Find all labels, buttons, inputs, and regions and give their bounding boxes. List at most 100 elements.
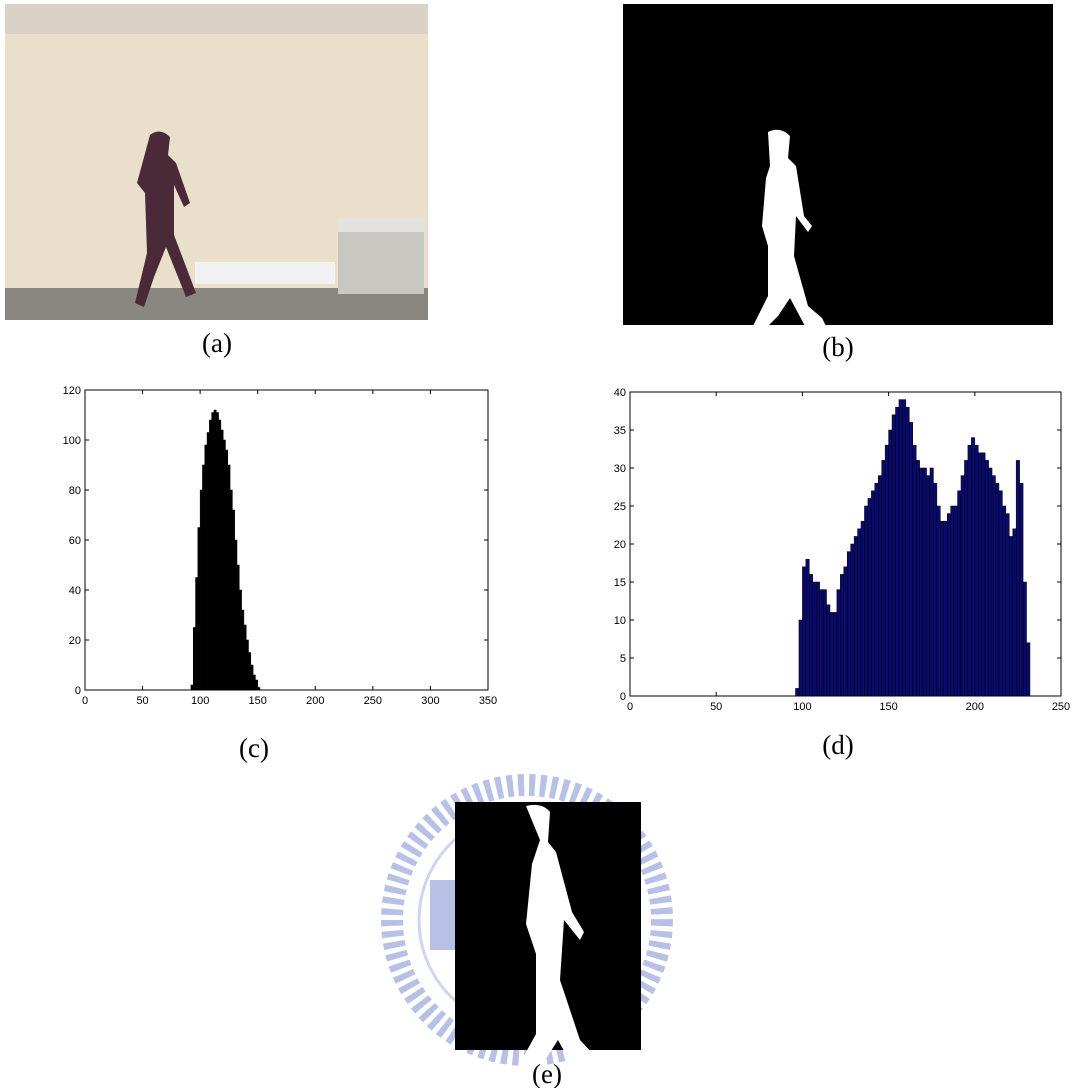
bar xyxy=(198,528,200,691)
bar xyxy=(902,400,905,696)
bar xyxy=(205,445,207,690)
bar xyxy=(964,460,967,696)
bar xyxy=(992,476,995,696)
bar xyxy=(875,483,878,696)
bar xyxy=(899,400,902,696)
bar xyxy=(1016,460,1019,696)
mask-e xyxy=(455,802,641,1088)
x-tick-label: 100 xyxy=(793,701,811,713)
bar xyxy=(961,476,964,696)
y-tick-label: 20 xyxy=(614,539,626,551)
bar xyxy=(989,468,992,696)
y-tick-label: 0 xyxy=(620,691,626,703)
bar xyxy=(193,628,195,691)
bar xyxy=(196,578,198,691)
bar xyxy=(221,430,223,690)
bar xyxy=(906,407,909,696)
bar xyxy=(923,468,926,696)
mask-b xyxy=(623,4,1053,328)
bar xyxy=(833,612,836,696)
bar xyxy=(191,685,193,690)
bar xyxy=(937,506,940,696)
bar xyxy=(813,582,816,696)
y-tick-label: 15 xyxy=(614,577,626,589)
x-tick-label: 50 xyxy=(136,695,148,707)
bar xyxy=(940,521,943,696)
bar xyxy=(223,440,225,690)
x-tick-label: 300 xyxy=(421,695,439,707)
bar xyxy=(858,529,861,696)
bar xyxy=(971,438,974,696)
x-tick-label: 200 xyxy=(966,701,984,713)
bar xyxy=(246,640,248,690)
bar xyxy=(864,506,867,696)
bar xyxy=(854,536,857,696)
bar xyxy=(214,410,216,690)
bar xyxy=(809,574,812,696)
y-tick-label: 0 xyxy=(75,685,81,697)
y-tick-label: 35 xyxy=(614,425,626,437)
caption: (d) xyxy=(822,730,853,760)
bar xyxy=(1027,643,1030,696)
bar xyxy=(985,460,988,696)
bar xyxy=(920,468,923,696)
bar xyxy=(944,521,947,696)
bar xyxy=(235,540,237,690)
x-tick-label: 100 xyxy=(191,695,209,707)
bar xyxy=(840,574,843,696)
bar xyxy=(958,491,961,696)
y-tick-label: 25 xyxy=(614,501,626,513)
bar xyxy=(799,620,802,696)
caption: (b) xyxy=(822,332,853,362)
bar xyxy=(202,465,204,690)
bar xyxy=(827,605,830,696)
bar xyxy=(882,460,885,696)
bar xyxy=(1009,536,1012,696)
bar xyxy=(830,612,833,696)
bar xyxy=(1020,483,1023,696)
bar xyxy=(933,483,936,696)
y-tick-label: 40 xyxy=(614,387,626,399)
y-tick-label: 100 xyxy=(63,435,81,447)
bar xyxy=(212,413,214,691)
bar xyxy=(968,445,971,696)
bar xyxy=(999,491,1002,696)
bar xyxy=(951,506,954,696)
bar xyxy=(816,582,819,696)
x-tick-label: 0 xyxy=(82,695,88,707)
bar xyxy=(216,413,218,691)
bar xyxy=(219,420,221,690)
bar xyxy=(200,490,202,690)
bar xyxy=(225,450,227,690)
bar xyxy=(995,483,998,696)
bar xyxy=(947,514,950,696)
bar xyxy=(1006,514,1009,696)
x-tick-label: 350 xyxy=(479,695,497,707)
bar xyxy=(871,491,874,696)
bar xyxy=(232,510,234,690)
y-tick-label: 120 xyxy=(63,385,81,397)
bar xyxy=(892,415,895,696)
bar xyxy=(253,675,255,690)
caption: (e) xyxy=(532,1059,562,1088)
bar xyxy=(927,476,930,696)
x-tick-label: 250 xyxy=(364,695,382,707)
bar xyxy=(895,407,898,696)
bar xyxy=(251,665,253,690)
caption: (a) xyxy=(202,328,232,358)
bar xyxy=(851,544,854,696)
x-tick-label: 150 xyxy=(879,701,897,713)
bar xyxy=(806,559,809,696)
y-tick-label: 60 xyxy=(69,535,81,547)
bar xyxy=(930,468,933,696)
bar xyxy=(1002,506,1005,696)
x-tick-label: 250 xyxy=(1052,701,1070,713)
caption: (c) xyxy=(239,733,269,763)
photo-a xyxy=(5,4,428,320)
y-tick-label: 40 xyxy=(69,585,81,597)
bar xyxy=(820,590,823,696)
bar xyxy=(982,453,985,696)
bar xyxy=(209,420,211,690)
bar xyxy=(868,498,871,696)
bar xyxy=(885,445,888,696)
